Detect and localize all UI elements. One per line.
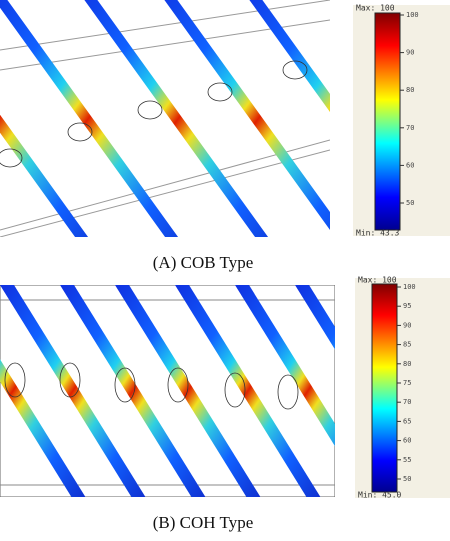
max-label: Max: 100 bbox=[358, 276, 397, 285]
min-label: Min: 43.3 bbox=[356, 229, 400, 238]
tick-label: 65 bbox=[403, 417, 411, 425]
tick-label: 95 bbox=[403, 302, 411, 310]
hotspot bbox=[208, 83, 232, 101]
figure: (A) COB Type (B) COH Type Max: 100 Min: … bbox=[0, 0, 450, 541]
tick-label: 85 bbox=[403, 341, 411, 349]
tick-label: 100 bbox=[403, 283, 416, 291]
min-label: Min: 45.0 bbox=[358, 491, 402, 500]
tick-label: 80 bbox=[406, 86, 414, 94]
tick-label: 80 bbox=[403, 360, 411, 368]
hotspot bbox=[68, 123, 92, 141]
max-label: Max: 100 bbox=[356, 4, 395, 13]
tick-label: 50 bbox=[406, 199, 414, 207]
tick-label: 90 bbox=[403, 321, 411, 329]
tick-label: 60 bbox=[403, 437, 411, 445]
tick-label: 50 bbox=[403, 475, 411, 483]
hotspot bbox=[138, 101, 162, 119]
strip bbox=[70, 0, 285, 260]
tick-label: 70 bbox=[403, 398, 411, 406]
tick-label: 90 bbox=[406, 49, 414, 57]
tick-label: 55 bbox=[403, 456, 411, 464]
tick-label: 60 bbox=[406, 161, 414, 169]
tick-label: 70 bbox=[406, 124, 414, 132]
tick-label: 75 bbox=[403, 379, 411, 387]
caption: (A) COB Type bbox=[153, 253, 254, 272]
caption: (B) COH Type bbox=[153, 513, 254, 532]
strip bbox=[0, 0, 195, 260]
tick-label: 100 bbox=[406, 11, 419, 19]
colorbar-a: Max: 100 Min: 43.3 bbox=[353, 4, 450, 238]
